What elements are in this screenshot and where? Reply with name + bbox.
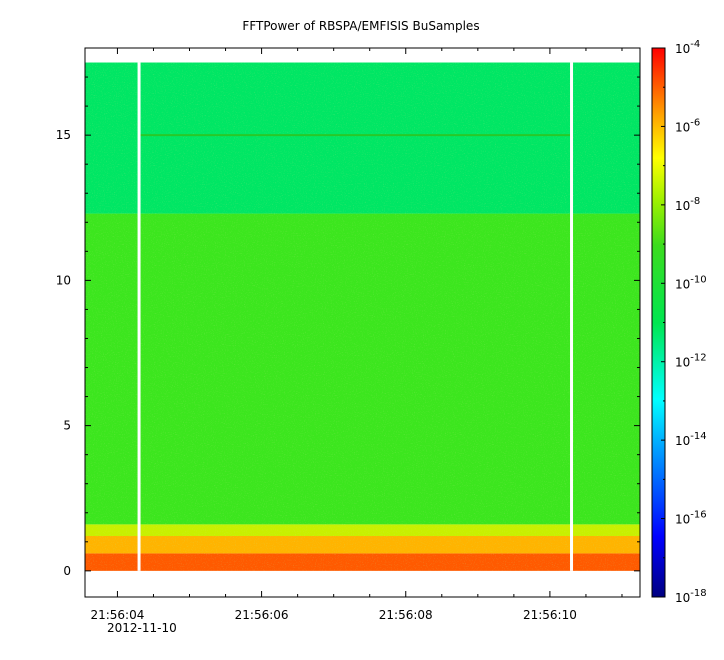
x-tick-label: 21:56:08 [379, 608, 433, 622]
colorbar-tick-label: 10-18 [675, 588, 707, 605]
colorbar-tick-label: 10-16 [675, 510, 707, 527]
y-tick-label: 5 [63, 419, 71, 433]
colorbar-tick-label: 10-8 [675, 196, 700, 213]
x-tick-label: 21:56:10 [523, 608, 577, 622]
axes-layer: 0 5 10 15 21:56:04 21:56:06 21:56:08 21:56:10 [56, 47, 641, 622]
x-tick-label: 21:56:04 [90, 608, 144, 622]
colorbar-tick-label: 10-4 [675, 39, 700, 56]
colorbar-tick-label: 10-14 [675, 431, 707, 448]
data-gap-1 [570, 62, 574, 571]
colorbar-tick-label: 10-6 [675, 117, 700, 134]
x-date-label: 2012-11-10 [107, 621, 177, 635]
colorbar-tick-label: 10-12 [675, 353, 707, 370]
y-tick-label: 0 [63, 564, 71, 578]
y-tick-label: 10 [56, 273, 71, 287]
plot-frame [84, 47, 641, 598]
chart-title: FFTPower of RBSPA/EMFISIS BuSamples [242, 19, 479, 33]
x-tick-label: 21:56:06 [235, 608, 289, 622]
heatmap-noise [85, 62, 640, 571]
y-tick-label: 15 [56, 128, 71, 142]
colorbar: 10-4 10-6 10-8 10-10 10-12 10-14 10-16 10-18 [651, 39, 707, 605]
heatmap-layer [85, 62, 640, 571]
data-gap-0 [137, 62, 141, 571]
colorbar-tick-label: 10-10 [675, 274, 707, 291]
